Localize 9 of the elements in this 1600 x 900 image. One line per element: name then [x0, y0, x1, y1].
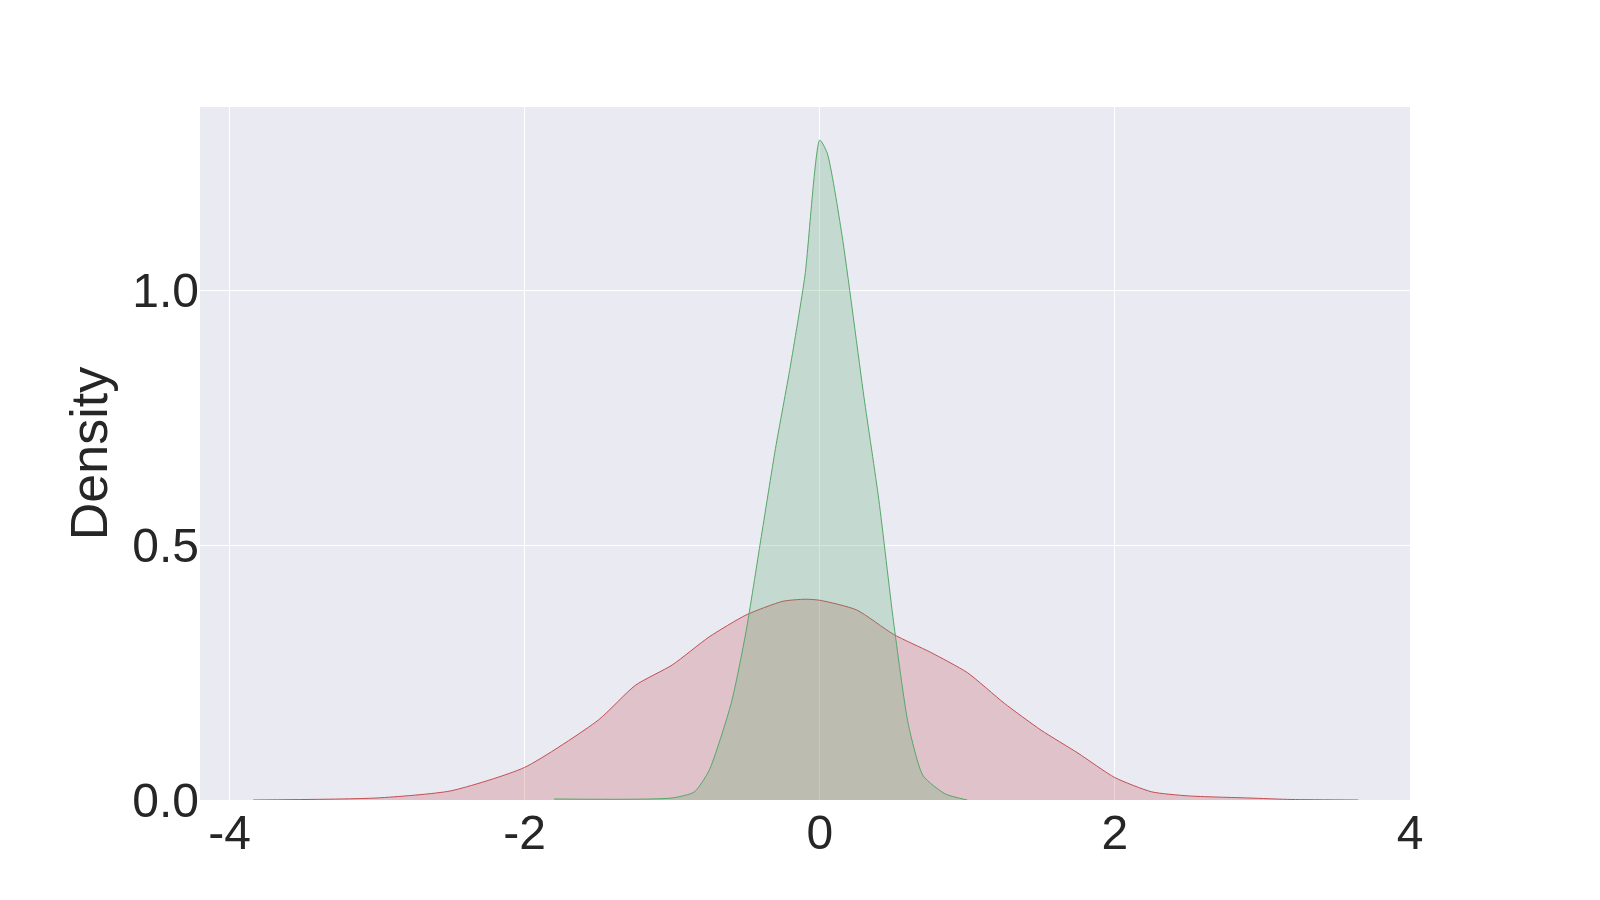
x-tick-label: 0 [806, 806, 834, 859]
y-tick-label: 1.0 [132, 264, 199, 318]
x-tick-label: 2 [1101, 806, 1129, 859]
x-tick-label: 4 [1396, 806, 1424, 859]
y-tick-label: 0.0 [132, 773, 199, 827]
y-axis-title: Density [59, 366, 118, 541]
x-tick-label: -2 [503, 806, 546, 859]
x-tick-label: -4 [208, 806, 251, 859]
y-tick-label: 0.5 [132, 519, 199, 573]
